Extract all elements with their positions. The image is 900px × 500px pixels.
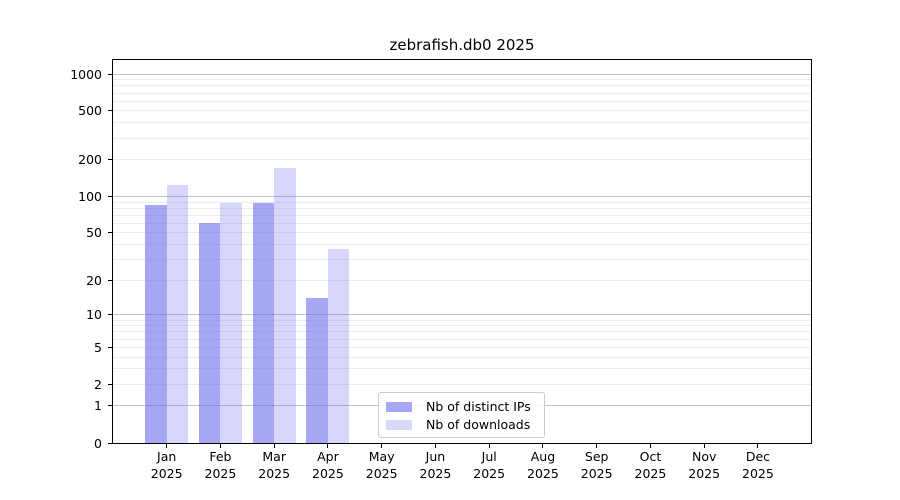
- gridline-minor: [113, 356, 811, 358]
- legend-label-downloads: Nb of downloads: [426, 417, 531, 432]
- gridline-minor: [113, 368, 811, 370]
- y-axis-tick-label: 1000: [70, 66, 102, 82]
- gridline-minor: [113, 319, 811, 321]
- x-axis-tick-label: Feb 2025: [204, 449, 237, 481]
- y-tick-mark: [108, 73, 112, 75]
- bar-downloads: [220, 202, 242, 443]
- gridline-minor: [113, 259, 811, 261]
- y-axis-tick-label: 2: [94, 376, 102, 392]
- y-tick-mark: [108, 279, 112, 281]
- x-axis-tick-label: Dec 2025: [742, 449, 774, 481]
- legend: Nb of distinct IPs Nb of downloads: [378, 392, 545, 438]
- y-tick-mark: [108, 314, 112, 316]
- gridline-minor: [113, 79, 811, 81]
- gridline-minor: [113, 207, 811, 209]
- y-tick-mark: [108, 110, 112, 112]
- gridline-minor: [113, 244, 811, 246]
- gridline-minor: [113, 92, 811, 94]
- x-tick-mark: [542, 444, 544, 448]
- bar-downloads: [166, 185, 189, 443]
- x-tick-mark: [219, 444, 221, 448]
- legend-swatch-distinct-ips: [386, 401, 412, 412]
- y-axis-tick-label: 200: [78, 152, 102, 168]
- x-axis-tick-label: Jul 2025: [473, 449, 506, 481]
- y-axis-tick-label: 10: [86, 307, 102, 323]
- y-tick-mark: [108, 442, 112, 444]
- y-tick-mark: [108, 383, 112, 385]
- x-tick-mark: [166, 444, 168, 448]
- x-axis-tick-label: Aug 2025: [527, 449, 559, 481]
- gridline-minor: [113, 331, 811, 333]
- legend-label-distinct-ips: Nb of distinct IPs: [426, 399, 531, 414]
- y-tick-mark: [108, 346, 112, 348]
- x-axis-tick-label: May 2025: [365, 449, 398, 481]
- bar-downloads: [327, 248, 350, 443]
- x-tick-mark: [434, 444, 436, 448]
- x-axis-tick-label: Mar 2025: [258, 449, 291, 481]
- gridline-major: [113, 73, 811, 75]
- y-axis-tick-label: 20: [86, 272, 102, 288]
- y-tick-mark: [108, 159, 112, 161]
- gridline-minor: [113, 100, 811, 102]
- y-axis-tick-label: 100: [78, 189, 102, 204]
- y-tick-mark: [108, 405, 112, 407]
- gridline-minor: [113, 122, 811, 124]
- y-tick-mark: [108, 196, 112, 197]
- x-axis-tick-label: Nov 2025: [688, 449, 721, 481]
- y-axis-tick-label: 50: [86, 225, 102, 241]
- legend-swatch-downloads: [386, 419, 412, 430]
- gridline-minor: [113, 279, 811, 281]
- y-axis-tick-label: 1: [94, 398, 102, 414]
- chart-title: zebrafish.db0 2025: [389, 36, 535, 54]
- y-axis-tick-label: 0: [94, 435, 102, 451]
- gridline-major: [113, 314, 811, 316]
- x-axis-tick-label: Oct 2025: [634, 449, 667, 481]
- x-tick-mark: [596, 444, 598, 448]
- bar-downloads: [274, 168, 296, 443]
- bar-distinct-ips: [252, 202, 275, 443]
- x-tick-mark: [757, 444, 759, 448]
- plot-area: [112, 59, 812, 444]
- gridline-minor: [113, 338, 811, 340]
- y-axis-tick-label: 5: [94, 339, 102, 355]
- gridline-minor: [113, 325, 811, 327]
- gridline-minor: [113, 232, 811, 234]
- gridline-minor: [113, 85, 811, 87]
- bar-distinct-ips: [306, 298, 328, 443]
- x-tick-mark: [649, 444, 651, 448]
- gridline-minor: [113, 222, 811, 224]
- bar-distinct-ips: [198, 223, 221, 443]
- gridline-minor: [113, 383, 811, 385]
- y-tick-mark: [108, 232, 112, 234]
- x-axis-tick-label: Jun 2025: [419, 449, 452, 481]
- x-tick-mark: [327, 444, 329, 448]
- gridline-minor: [113, 214, 811, 216]
- x-axis-tick-label: Jan 2025: [150, 449, 183, 481]
- x-tick-mark: [273, 444, 275, 448]
- x-tick-mark: [381, 444, 383, 448]
- legend-item-distinct-ips: Nb of distinct IPs: [386, 399, 535, 414]
- gridline-minor: [113, 137, 811, 139]
- x-axis-tick-label: Sep 2025: [580, 449, 613, 481]
- gridline-minor: [113, 201, 811, 203]
- x-axis-tick-label: Apr 2025: [312, 449, 344, 481]
- x-tick-mark: [488, 444, 490, 448]
- gridline-minor: [113, 159, 811, 161]
- x-tick-mark: [703, 444, 705, 448]
- gridline-minor: [113, 346, 811, 348]
- y-axis-tick-label: 500: [78, 103, 102, 119]
- gridline-major: [113, 196, 811, 197]
- bar-distinct-ips: [145, 205, 167, 443]
- legend-item-downloads: Nb of downloads: [386, 417, 535, 432]
- gridline-minor: [113, 110, 811, 112]
